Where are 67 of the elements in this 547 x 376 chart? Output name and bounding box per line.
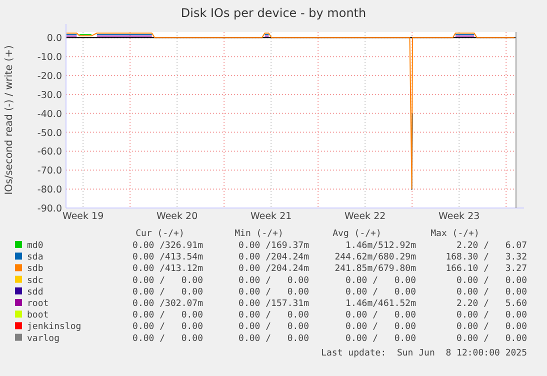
text: 0.00 / 0.00 [346, 276, 416, 286]
text: 0.00 / 0.00 [132, 310, 203, 321]
x-tick-label: Week 21 [250, 211, 292, 222]
x-tick-label: Week 22 [344, 211, 386, 222]
text: 0.00 /204.24m [238, 264, 309, 274]
text: 2.20 / 6.07 [456, 241, 527, 251]
y-tick-label: -70.0 [37, 166, 62, 177]
text: 0.00 /413.54m [132, 252, 203, 263]
text: Last update: Sun Jun 8 12:00:00 2025 [321, 348, 527, 358]
text: 2.20 / 5.60 [456, 299, 527, 309]
legend-label: jenkinslog [27, 322, 82, 332]
text: 0.00 / 0.00 [238, 310, 309, 321]
text: 0.00 / 0.00 [132, 334, 203, 344]
text: 0.00 / 0.00 [238, 287, 309, 298]
y-tick-label: -50.0 [37, 128, 62, 139]
y-tick-label: -60.0 [37, 146, 62, 158]
text: 0.00 /169.37m [238, 241, 309, 251]
text: 0.00 /302.07m [132, 299, 203, 309]
y-tick-label: -10.0 [37, 52, 62, 64]
text: 0.00 / 0.00 [346, 322, 416, 332]
text: 244.62m/680.29m [334, 252, 416, 263]
legend-label: root [27, 299, 49, 309]
text: 166.10 / 3.27 [446, 264, 527, 274]
text: 0.00 / 0.00 [456, 276, 527, 286]
y-tick-label: 0.0 [46, 33, 62, 44]
text: 0.00 /157.31m [238, 299, 309, 309]
text: 0.00 /413.12m [132, 264, 203, 274]
text: 0.00 /204.24m [238, 252, 309, 263]
x-tick-label: Week 19 [62, 211, 104, 222]
y-tick-label: -40.0 [37, 108, 62, 120]
text: 0.00 / 0.00 [346, 310, 416, 321]
legend-label: boot [27, 310, 49, 321]
text: 0.00 / 0.00 [456, 322, 527, 332]
text: 0.00 / 0.00 [238, 334, 309, 344]
text: Cur (-/+) [136, 229, 184, 239]
legend-label: varlog [27, 334, 60, 344]
text: 0.00 / 0.00 [238, 322, 309, 332]
text: 0.00 / 0.00 [456, 334, 527, 344]
text: 0.00 / 0.00 [456, 287, 527, 298]
legend-label: sdd [27, 287, 44, 298]
text: 0.00 / 0.00 [132, 322, 203, 332]
text: 0.00 / 0.00 [132, 287, 203, 298]
y-tick-label: -80.0 [37, 184, 62, 196]
text: Avg (-/+) [332, 229, 382, 239]
y-tick-label: -30.0 [37, 90, 62, 101]
chart-title: Disk IOs per device - by month [180, 6, 366, 20]
legend-label: sdb [27, 264, 44, 274]
text: 0.00 / 0.00 [346, 287, 416, 298]
text: 0.00 / 0.00 [132, 276, 203, 286]
text: 241.85m/679.80m [334, 264, 416, 274]
legend-label: sda [27, 252, 44, 263]
text: 0.00 / 0.00 [346, 334, 416, 344]
y-axis-title: IOs/second read (-) / write (+) [4, 45, 15, 195]
text: Max (-/+) [430, 229, 480, 239]
text: 0.00 / 0.00 [456, 310, 527, 321]
y-tick-label: -90.0 [37, 204, 62, 214]
text: Min (-/+) [234, 229, 284, 239]
x-tick-label: Week 20 [156, 211, 198, 222]
text: 1.46m/512.92m [346, 241, 416, 251]
text: 0.00 /326.91m [132, 241, 203, 251]
legend-label: md0 [27, 241, 44, 251]
x-tick-label: Week 23 [438, 211, 480, 222]
text: 1.46m/461.52m [346, 299, 416, 309]
text: 0.00 / 0.00 [238, 276, 309, 286]
y-tick-label: -20.0 [37, 71, 62, 82]
text: 168.30 / 3.32 [446, 252, 527, 263]
legend-label: sdc [27, 276, 44, 286]
